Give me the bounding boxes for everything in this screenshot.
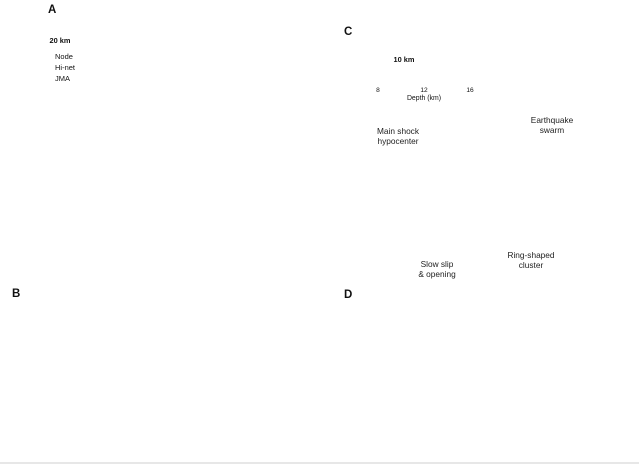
annotation-swarm-line1: Earthquake: [530, 115, 574, 125]
colorbar-title: Depth (km): [406, 95, 442, 102]
annotation-slowslip-line2: & opening: [418, 269, 456, 279]
annotation-swarm-line2: swarm: [539, 125, 565, 135]
legend-label-hinet: Hi-net: [55, 63, 76, 72]
panel-c-letter: C: [344, 26, 353, 38]
colorbar-tick-12: 12: [420, 87, 428, 94]
annotation-mainshock-line1: Main shock: [377, 126, 419, 136]
panel-c-scalebar-label: 10 km: [393, 55, 415, 64]
annotation-ring-line1: Ring-shaped: [507, 250, 555, 260]
panel-a-letter: A: [48, 4, 57, 16]
annotation-ring-line2: cluster: [518, 260, 544, 270]
panel-d-letter: D: [344, 289, 353, 301]
colorbar-tick-8: 8: [376, 87, 380, 94]
panel-a-scalebar-label: 20 km: [49, 36, 71, 45]
legend-label-node: Node: [55, 52, 73, 61]
panel-b-letter: B: [12, 288, 21, 300]
colorbar-tick-16: 16: [466, 87, 474, 94]
legend-label-jma: JMA: [55, 74, 70, 83]
annotation-mainshock-line2: hypocenter: [377, 136, 419, 146]
figure-bottom-border: [0, 462, 639, 464]
annotation-slowslip-line1: Slow slip: [420, 259, 454, 269]
